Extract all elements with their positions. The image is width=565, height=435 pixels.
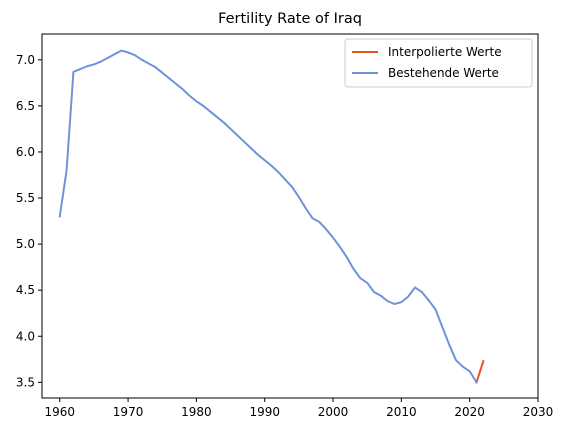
y-tick-label: 5.5 — [16, 191, 35, 205]
y-tick-label: 3.5 — [16, 375, 35, 389]
legend-label-1: Bestehende Werte — [388, 66, 499, 80]
series-line-0 — [475, 359, 485, 384]
axes-layer: 1960 1970 1980 1990 2000 2010 2020 2030 3.5 4.0 4.… — [16, 33, 554, 419]
y-tick-label: 6.0 — [16, 145, 35, 159]
x-tick-label: 2030 — [523, 405, 554, 419]
legend: Interpolierte Werte Bestehende Werte — [344, 38, 533, 88]
y-tick-label: 6.5 — [16, 99, 35, 113]
series-layer — [58, 49, 485, 384]
legend-box — [344, 38, 533, 88]
series-line-1 — [58, 49, 478, 384]
plot-frame — [41, 33, 539, 399]
x-tick-label: 2010 — [386, 405, 417, 419]
x-tick-label: 2000 — [318, 405, 349, 419]
x-tick-label: 1970 — [113, 405, 144, 419]
y-tick-label: 4.5 — [16, 283, 35, 297]
y-tick-label: 7.0 — [16, 53, 35, 67]
y-tick-label: 4.0 — [16, 329, 35, 343]
chart-title: Fertility Rate of Iraq — [218, 11, 362, 27]
x-tick-label: 1980 — [181, 405, 212, 419]
x-tick-label: 1960 — [44, 405, 75, 419]
x-tick-label: 2020 — [454, 405, 485, 419]
legend-label-0: Interpolierte Werte — [388, 45, 502, 59]
y-tick-label: 5.0 — [16, 237, 35, 251]
x-tick-label: 1990 — [249, 405, 280, 419]
